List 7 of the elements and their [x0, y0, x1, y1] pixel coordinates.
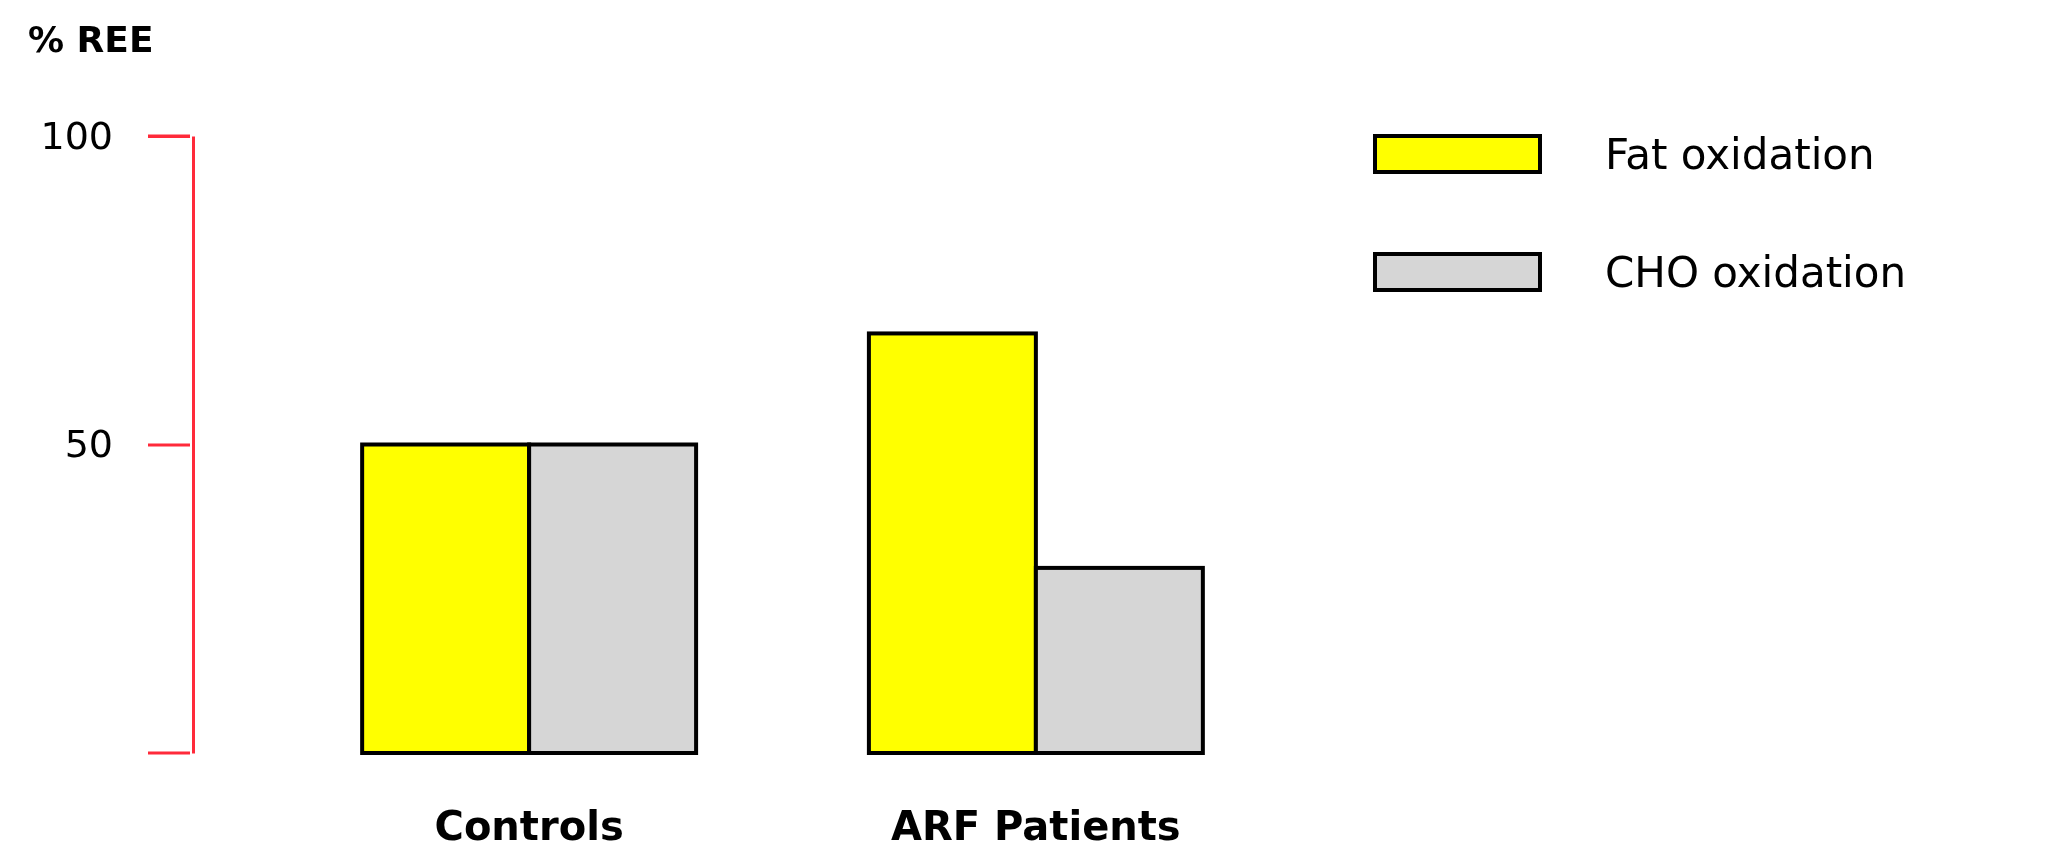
y-tick-label: 50 [64, 422, 113, 467]
legend-label: CHO oxidation [1605, 247, 1907, 297]
x-tick-label: Controls [434, 803, 624, 849]
y-axis-title: % REE [28, 19, 154, 60]
x-tick-label: ARF Patients [891, 803, 1181, 849]
legend-label: Fat oxidation [1605, 129, 1875, 179]
y-tick-label: 100 [40, 113, 113, 158]
